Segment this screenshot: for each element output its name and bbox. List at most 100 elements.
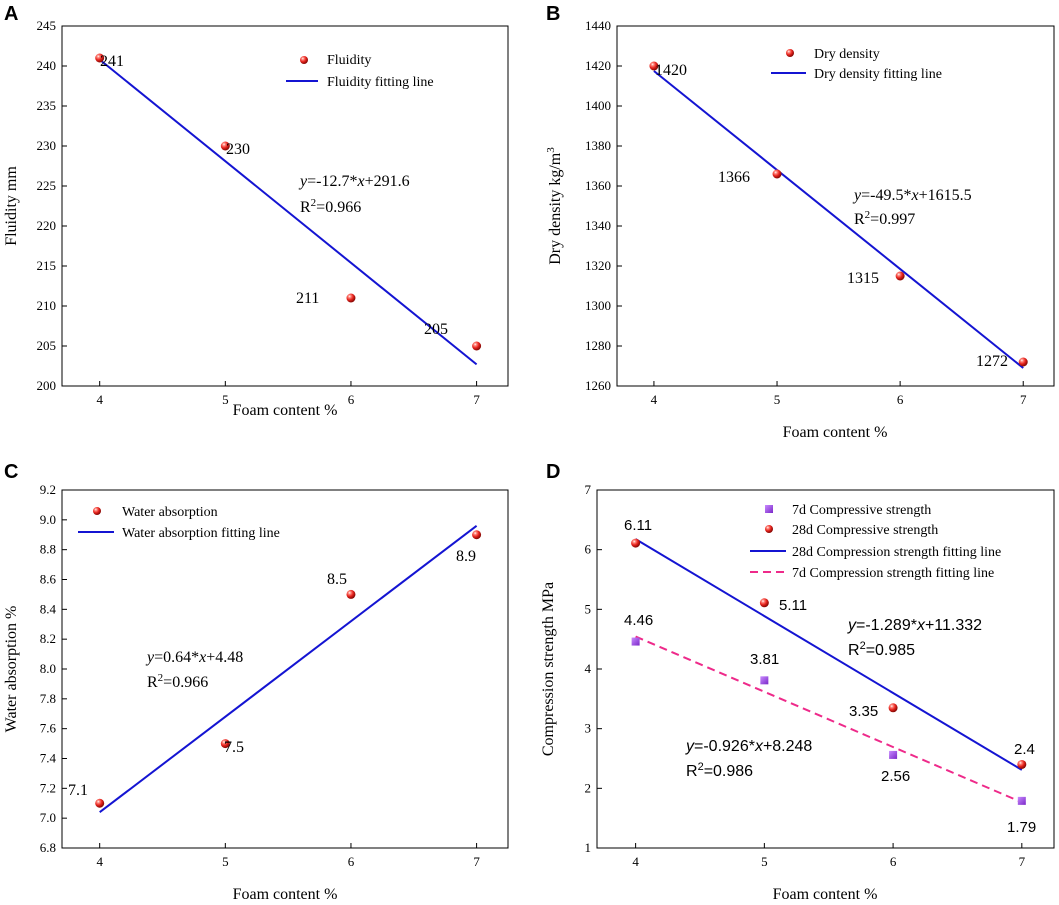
panel-d-r2-7d-prefix: R bbox=[686, 763, 698, 780]
panel-c-eq-y: y bbox=[145, 649, 155, 666]
panel-a: A 4 5 6 7 200 205 210 215 220 225 230 23… bbox=[3, 3, 509, 419]
panel-d-tick-marks bbox=[597, 489, 1023, 849]
panel-a-point-label: 205 bbox=[424, 321, 448, 338]
panel-a-point-label: 211 bbox=[296, 290, 319, 307]
panel-c-y-tick: 9.2 bbox=[40, 482, 56, 497]
panel-d-point-7d bbox=[631, 637, 640, 646]
panel-c-letter: C bbox=[4, 461, 18, 483]
panel-d-legend-28d: 28d Compressive strength bbox=[792, 523, 938, 538]
panel-b-y-axis-label: Dry density kg/m3 bbox=[545, 147, 564, 265]
panel-b-y-tick: 1440 bbox=[585, 18, 611, 33]
panel-c-y-tick: 6.8 bbox=[40, 840, 56, 855]
panel-b-point-label: 1366 bbox=[718, 169, 750, 186]
panel-b-letter: B bbox=[546, 3, 560, 25]
panel-a-eq-x: x bbox=[356, 173, 364, 190]
panel-a-x-ticks: 4 5 6 7 bbox=[96, 392, 480, 407]
panel-b-y-tick: 1360 bbox=[585, 178, 611, 193]
panel-d-fit-line-28d bbox=[635, 538, 1023, 771]
panel-c-eq-rhs-b: +4.48 bbox=[206, 649, 243, 666]
panel-d-y-tick: 5 bbox=[585, 601, 592, 616]
panel-d-y-tick: 6 bbox=[585, 542, 592, 557]
panel-b-eq-x: x bbox=[910, 187, 918, 204]
panel-c-point-label: 7.5 bbox=[224, 739, 244, 756]
panel-d-y-axis-label: Compression strength MPa bbox=[540, 582, 557, 756]
panel-a-legend-line: Fluidity fitting line bbox=[327, 75, 434, 90]
panel-b-points bbox=[649, 61, 1028, 367]
panel-a-eq-rhs-a: =-12.7* bbox=[307, 173, 357, 190]
panel-c: C 4 5 6 7 6.8 7.0 7.2 7.4 7.6 7.8 8.0 8.… bbox=[3, 461, 509, 903]
panel-a-y-tick: 210 bbox=[37, 298, 57, 313]
panel-d-legend-fit-28d: 28d Compression strength fitting line bbox=[792, 545, 1001, 560]
panel-a-y-tick: 205 bbox=[37, 338, 57, 353]
panel-d-point-labels: 6.11 5.11 3.35 2.4 4.46 3.81 2.56 1.79 bbox=[624, 517, 1036, 836]
panel-a-y-ticks: 200 205 210 215 220 225 230 235 240 245 bbox=[37, 18, 57, 393]
panel-c-r2-value: =0.966 bbox=[163, 674, 208, 691]
panel-d-legend-fit-7d: 7d Compression strength fitting line bbox=[792, 566, 994, 581]
panel-d-points-28d bbox=[631, 538, 1027, 769]
panel-d-point-label-28d: 5.11 bbox=[779, 597, 807, 614]
panel-a-y-tick: 230 bbox=[37, 138, 57, 153]
panel-a-frame bbox=[61, 25, 509, 387]
panel-b-x-ticks: 4 5 6 7 bbox=[651, 392, 1027, 407]
panel-c-point-label: 8.5 bbox=[327, 571, 347, 588]
panel-b-y-axis-label-sup: 3 bbox=[545, 147, 557, 153]
panel-b-point bbox=[895, 271, 905, 281]
panel-c-x-tick: 7 bbox=[473, 854, 480, 869]
panel-b-point bbox=[649, 61, 659, 71]
panel-d-r2-28d-value: =0.985 bbox=[866, 642, 915, 659]
panel-b-x-tick: 5 bbox=[774, 392, 781, 407]
panel-d-y-tick: 4 bbox=[585, 661, 592, 676]
panel-c-legend-point-marker bbox=[93, 507, 101, 515]
panel-c-x-tick: 5 bbox=[222, 854, 229, 869]
panel-c-r2-prefix: R bbox=[147, 674, 158, 691]
panel-d-y-tick: 3 bbox=[585, 721, 592, 736]
panel-d-point-28d bbox=[1017, 759, 1027, 769]
panel-a-eq-y: y bbox=[298, 173, 308, 190]
panel-b-point-label: 1315 bbox=[847, 270, 879, 287]
panel-b-point bbox=[1018, 357, 1028, 367]
panel-a-eq-rhs-b: +291.6 bbox=[365, 173, 410, 190]
panel-c-y-tick: 9.0 bbox=[40, 512, 56, 527]
panel-b-equation: y=-49.5*x+1615.5 bbox=[852, 187, 972, 204]
panel-b-eq-y: y bbox=[852, 187, 862, 204]
panel-b-eq-rhs-b: +1615.5 bbox=[919, 187, 972, 204]
panel-a-point bbox=[95, 53, 105, 63]
panel-a-y-tick: 235 bbox=[37, 98, 57, 113]
panel-d-eq7-y: y bbox=[685, 738, 695, 755]
panel-b-y-tick: 1260 bbox=[585, 378, 611, 393]
panel-a-x-tick: 6 bbox=[348, 392, 355, 407]
panel-c-x-tick: 6 bbox=[348, 854, 355, 869]
panel-b-legend-line: Dry density fitting line bbox=[814, 67, 942, 82]
panel-b-y-tick: 1400 bbox=[585, 98, 611, 113]
panel-a-x-axis-label: Foam content % bbox=[233, 402, 338, 419]
panel-d-eq28-x: x bbox=[916, 617, 926, 634]
panel-b-r2-prefix: R bbox=[854, 211, 865, 228]
panel-c-y-tick: 7.6 bbox=[40, 721, 57, 736]
panel-c-x-axis-label: Foam content % bbox=[233, 886, 338, 903]
panel-b-x-tick: 4 bbox=[651, 392, 658, 407]
panel-d-point-28d bbox=[759, 598, 769, 608]
panel-d-point-7d bbox=[1017, 796, 1026, 805]
panel-d-x-ticks: 4 5 6 7 bbox=[632, 854, 1025, 869]
panel-c-y-tick: 7.0 bbox=[40, 810, 56, 825]
panel-d-y-tick: 7 bbox=[585, 482, 592, 497]
panel-b-y-tick: 1380 bbox=[585, 138, 611, 153]
panel-d-r2-28d: R2=0.985 bbox=[848, 640, 915, 659]
panel-b-r2: R2=0.997 bbox=[854, 209, 915, 228]
panel-b: B 4 5 6 7 1260 1280 1300 1320 1340 1360 … bbox=[545, 3, 1055, 441]
panel-d-r2-7d: R2=0.986 bbox=[686, 761, 753, 780]
panel-a-y-tick: 225 bbox=[37, 178, 57, 193]
panel-a-x-tick: 7 bbox=[473, 392, 480, 407]
panel-b-point-label: 1272 bbox=[976, 353, 1008, 370]
panel-d-point-7d bbox=[889, 750, 898, 759]
panel-d-frame bbox=[596, 489, 1055, 849]
panel-c-x-tick: 4 bbox=[96, 854, 103, 869]
panel-a-y-tick: 245 bbox=[37, 18, 57, 33]
panel-c-point-label: 8.9 bbox=[456, 548, 476, 565]
panel-b-y-tick: 1280 bbox=[585, 338, 611, 353]
panel-b-x-tick: 7 bbox=[1020, 392, 1027, 407]
panel-b-eq-rhs-a: =-49.5* bbox=[861, 187, 911, 204]
panel-d-eq28-y: y bbox=[847, 617, 857, 634]
panel-c-y-tick: 8.4 bbox=[40, 601, 57, 616]
panel-a-point-labels: 241 230 211 205 bbox=[100, 53, 448, 338]
